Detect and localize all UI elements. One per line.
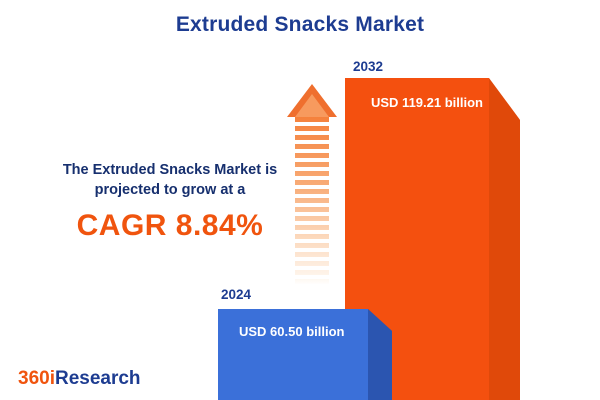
value-label-2024: USD 60.50 billion xyxy=(239,324,345,339)
logo-part-360i: 360i xyxy=(18,368,55,389)
annotation-line-2: projected to grow at a xyxy=(94,182,246,198)
bar-2024 xyxy=(218,309,368,400)
logo-part-research: Research xyxy=(54,368,141,389)
growth-arrow-shaft xyxy=(295,117,329,285)
chart-title: Extruded Snacks Market xyxy=(175,13,425,36)
year-label-2032: 2032 xyxy=(353,59,384,74)
annotation-block: The Extruded Snacks Market is projected … xyxy=(38,160,302,243)
logo: 360iResearch xyxy=(18,368,141,390)
growth-arrow-up-icon-inner xyxy=(295,94,329,117)
value-label-2032: USD 119.21 billion xyxy=(371,95,483,110)
bar-2032-side-face xyxy=(489,78,520,400)
year-label-2024: 2024 xyxy=(221,287,252,302)
cagr-value: CAGR 8.84% xyxy=(76,209,264,242)
annotation-line-1: The Extruded Snacks Market is xyxy=(62,162,278,178)
